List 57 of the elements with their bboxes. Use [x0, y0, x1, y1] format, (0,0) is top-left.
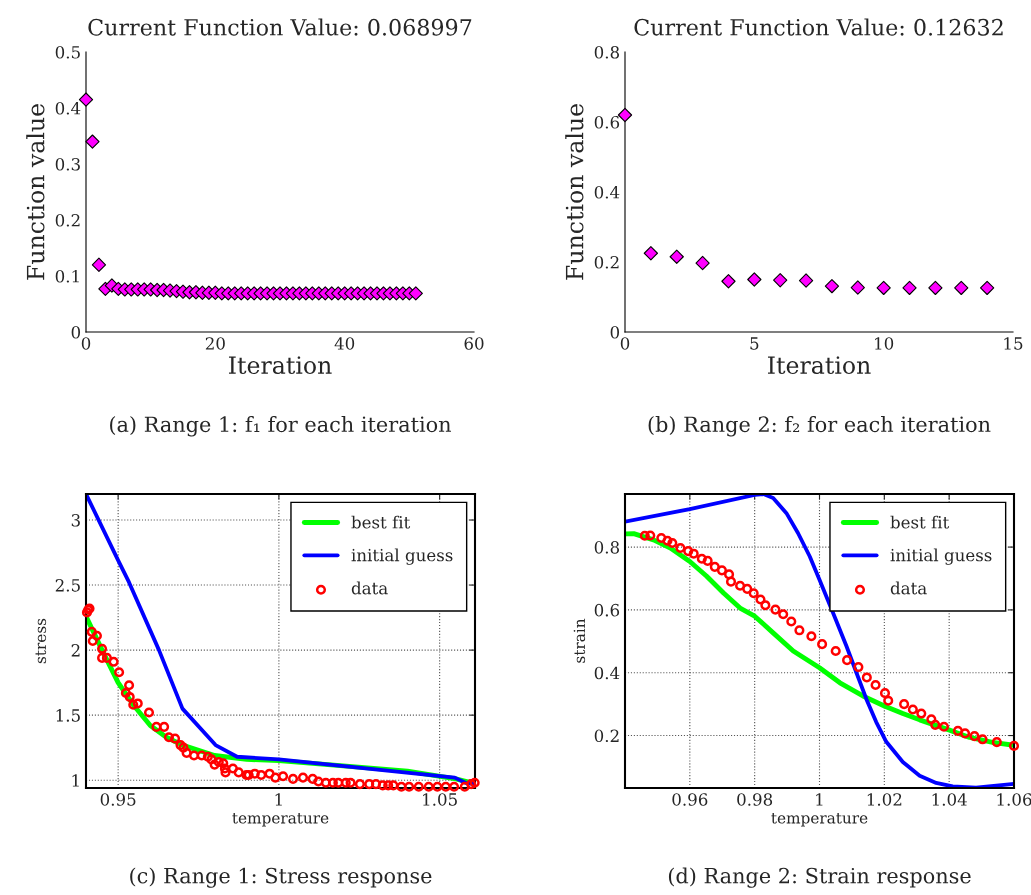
y-tick-label: 1: [72, 774, 79, 787]
y-tick-label: 0.8: [594, 45, 620, 59]
y-tick-label: 0.5: [55, 45, 80, 59]
y-axis-title: strain: [573, 618, 586, 663]
x-tick-label: 60: [464, 337, 484, 350]
text: (b) Range 2: f₂ for each iteration: [648, 416, 991, 437]
y-axis-title: stress: [35, 618, 47, 664]
text: (c) Range 1: Stress response: [130, 867, 432, 888]
x-tick-label: 10: [875, 337, 894, 350]
y-tick-label: 2.5: [55, 579, 80, 592]
chart-title: Current Function Value: 0.068997: [88, 18, 472, 36]
legend-label: data: [351, 581, 388, 595]
x-tick-label: 1.02: [867, 793, 902, 806]
x-tick-label: 1.04: [932, 793, 967, 806]
y-tick-label: 0.8: [594, 541, 620, 554]
x-tick-label: 15: [1004, 337, 1023, 350]
text: (d) Range 2: Strain response: [668, 867, 971, 888]
chart-title: Current Function Value: 0.12632: [634, 18, 1003, 36]
legend-label: initial guess: [890, 548, 992, 565]
y-tick-label: 0: [71, 325, 81, 339]
x-tick-label: 1: [275, 793, 282, 806]
x-tick-label: 0.95: [100, 793, 136, 806]
y-axis-title: Function value: [565, 104, 584, 280]
x-tick-label: 0.96: [672, 793, 708, 806]
y-tick-label: 0.6: [594, 115, 620, 129]
y-tick-label: 0.4: [594, 666, 620, 680]
x-tick-label: 0: [81, 337, 91, 350]
y-tick-label: 0.2: [55, 213, 80, 227]
x-tick-label: 1.06: [997, 793, 1031, 806]
x-tick-label: 40: [334, 337, 355, 350]
y-tick-label: 1.5: [56, 709, 80, 722]
y-tick-label: 0.3: [55, 157, 80, 171]
x-axis-title: temperature: [232, 812, 329, 827]
text: (a) Range 1: f₁ for each iteration: [110, 416, 452, 437]
x-tick-label: 0.98: [737, 793, 773, 806]
y-tick-label: 0.2: [594, 729, 619, 743]
x-axis-title: Iteration: [767, 356, 871, 375]
y-tick-label: 0.4: [55, 101, 81, 115]
x-tick-label: 5: [750, 337, 759, 350]
x-tick-label: 0: [620, 337, 630, 350]
x-tick-label: 20: [205, 337, 225, 350]
x-tick-label: 1.05: [423, 793, 457, 806]
y-tick-label: 0.1: [55, 269, 79, 283]
y-tick-label: 3: [71, 513, 80, 527]
legend-label: data: [890, 581, 927, 595]
legend-label: initial guess: [351, 548, 453, 565]
y-tick-label: 0.2: [594, 255, 619, 269]
y-tick-label: 0: [610, 325, 620, 339]
y-tick-label: 0.6: [594, 603, 620, 617]
x-axis-title: Iteration: [228, 356, 332, 375]
x-tick-label: 1: [816, 793, 823, 806]
y-tick-label: 0.4: [594, 185, 620, 199]
y-tick-label: 2: [71, 644, 80, 657]
legend-label: best fit: [351, 515, 411, 529]
y-axis-title: Function value: [26, 104, 45, 280]
legend-label: best fit: [890, 515, 950, 529]
x-axis-title: temperature: [771, 812, 868, 827]
